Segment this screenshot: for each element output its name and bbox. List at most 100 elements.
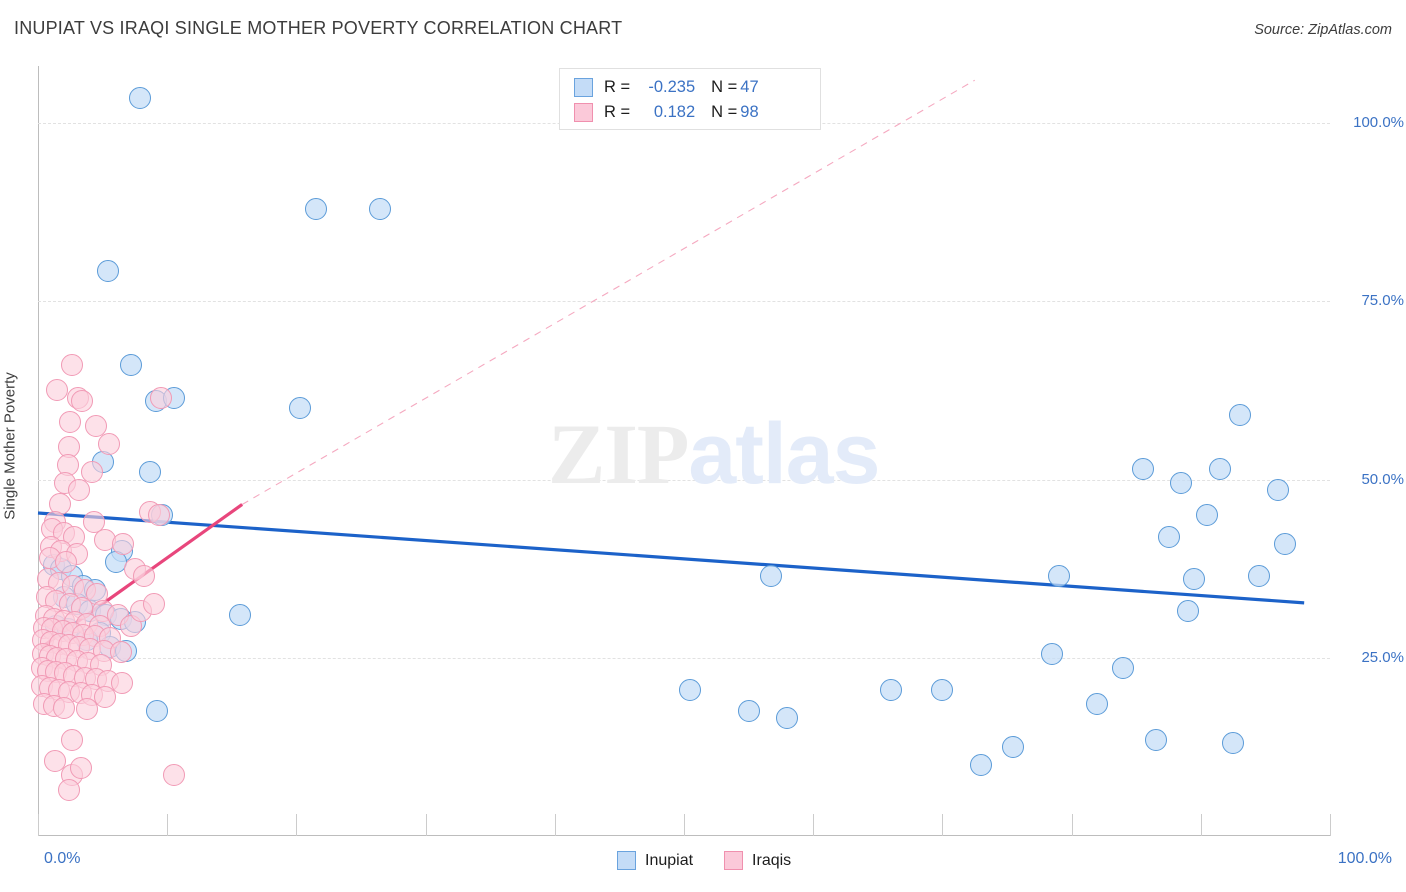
scatter-point-pink[interactable]	[94, 685, 117, 708]
scatter-point-blue[interactable]	[1228, 404, 1251, 427]
x-axis-tick	[942, 814, 944, 836]
scatter-point-blue[interactable]	[369, 197, 392, 220]
scatter-point-pink[interactable]	[52, 696, 75, 719]
y-axis-title: Single Mother Poverty	[1, 372, 19, 520]
series-legend: Inupiat Iraqis	[617, 851, 813, 870]
scatter-point-pink[interactable]	[70, 390, 93, 413]
scatter-point-pink[interactable]	[85, 415, 108, 438]
scatter-point-blue[interactable]	[1209, 457, 1232, 480]
scatter-point-pink[interactable]	[82, 511, 105, 534]
scatter-point-pink[interactable]	[110, 671, 133, 694]
x-axis-tick	[296, 814, 298, 836]
plot-area	[30, 66, 1331, 836]
scatter-point-blue[interactable]	[96, 259, 119, 282]
scatter-point-blue[interactable]	[1041, 643, 1064, 666]
legend-item-inupiat[interactable]: Inupiat	[617, 851, 693, 870]
scatter-point-pink[interactable]	[68, 479, 91, 502]
x-axis-tick	[1330, 814, 1331, 836]
scatter-point-blue[interactable]	[1267, 479, 1290, 502]
scatter-point-pink[interactable]	[69, 757, 92, 780]
scatter-point-blue[interactable]	[304, 197, 327, 220]
scatter-point-blue[interactable]	[1157, 525, 1180, 548]
inupiat-swatch-icon	[574, 78, 593, 97]
inupiat-legend-label: Inupiat	[645, 851, 694, 869]
scatter-point-pink[interactable]	[162, 764, 185, 787]
scatter-point-blue[interactable]	[1196, 504, 1219, 527]
iraqis-r-label: R =	[604, 103, 631, 121]
iraqis-legend-swatch-icon	[724, 851, 744, 870]
iraqis-r-value: 0.182	[653, 103, 696, 121]
x-axis-max-label: 100.0%	[1337, 850, 1392, 867]
scatter-point-pink[interactable]	[60, 354, 83, 377]
scatter-point-pink[interactable]	[60, 728, 83, 751]
gridline	[38, 301, 1330, 303]
scatter-point-blue[interactable]	[289, 397, 312, 420]
source-attribution: Source: ZipAtlas.com	[1254, 22, 1392, 38]
scatter-point-pink[interactable]	[112, 532, 135, 555]
iraqis-legend-label: Iraqis	[752, 851, 792, 869]
scatter-point-blue[interactable]	[1273, 532, 1296, 555]
page-title: INUPIAT VS IRAQI SINGLE MOTHER POVERTY C…	[14, 18, 623, 38]
scatter-point-pink[interactable]	[98, 432, 121, 455]
x-axis-min-label: 0.0%	[44, 850, 81, 867]
scatter-point-blue[interactable]	[970, 753, 993, 776]
correlation-stats-box: R = -0.235 N = 47 R = 0.182 N = 98	[559, 68, 821, 130]
scatter-point-blue[interactable]	[1170, 472, 1193, 495]
scatter-point-pink[interactable]	[109, 641, 132, 664]
scatter-point-pink[interactable]	[132, 564, 155, 587]
scatter-point-blue[interactable]	[1112, 657, 1135, 680]
trend-lines	[37, 79, 1305, 649]
scatter-point-blue[interactable]	[145, 700, 168, 723]
scatter-point-pink[interactable]	[55, 550, 78, 573]
scatter-point-blue[interactable]	[931, 678, 954, 701]
scatter-point-blue[interactable]	[1047, 564, 1070, 587]
x-axis-tick	[684, 814, 685, 836]
scatter-point-blue[interactable]	[1086, 693, 1109, 716]
scatter-point-blue[interactable]	[879, 678, 902, 701]
scatter-point-pink[interactable]	[43, 750, 66, 773]
inupiat-n-value: 47	[740, 78, 759, 96]
scatter-point-blue[interactable]	[679, 678, 702, 701]
x-axis-tick	[1071, 814, 1073, 836]
scatter-point-blue[interactable]	[1176, 600, 1199, 623]
scatter-point-blue[interactable]	[1131, 457, 1154, 480]
scatter-point-blue[interactable]	[1222, 732, 1245, 755]
iraqis-n-label: N =	[711, 103, 738, 121]
scatter-point-pink[interactable]	[81, 461, 104, 484]
scatter-point-blue[interactable]	[737, 700, 760, 723]
scatter-point-pink[interactable]	[46, 379, 69, 402]
scatter-point-blue[interactable]	[1002, 735, 1025, 758]
scatter-point-blue[interactable]	[129, 87, 152, 110]
scatter-point-pink[interactable]	[148, 504, 171, 527]
legend-item-iraqis[interactable]: Iraqis	[724, 851, 791, 870]
inupiat-legend-swatch-icon	[617, 851, 636, 870]
scatter-point-blue[interactable]	[776, 707, 799, 730]
x-axis-tick	[554, 814, 556, 836]
inupiat-n-label: N =	[711, 78, 738, 96]
gridline	[38, 657, 1330, 659]
x-axis-tick	[813, 814, 815, 836]
scatter-point-pink[interactable]	[76, 698, 99, 721]
inupiat-r-label: R =	[604, 78, 631, 96]
y-axis-tick-label: 50.0%	[1361, 470, 1404, 488]
scatter-point-pink[interactable]	[59, 411, 82, 434]
scatter-point-blue[interactable]	[120, 354, 143, 377]
inupiat-trendline	[37, 511, 1305, 605]
y-axis-tick-label: 75.0%	[1361, 292, 1404, 310]
scatter-point-blue[interactable]	[1144, 728, 1167, 751]
stats-row-iraqis: R = 0.182 N = 98	[574, 100, 810, 125]
gridline	[38, 479, 1330, 481]
scatter-point-blue[interactable]	[228, 603, 251, 626]
y-axis-tick-label: 25.0%	[1361, 648, 1404, 666]
scatter-point-pink[interactable]	[58, 778, 80, 801]
scatter-point-pink[interactable]	[143, 593, 166, 616]
stats-row-inupiat: R = -0.235 N = 47	[574, 75, 810, 100]
x-axis-tick	[38, 814, 39, 836]
iraqis-n-value: 98	[740, 103, 759, 121]
scatter-point-blue[interactable]	[1247, 564, 1270, 587]
iraqis-swatch-icon	[574, 103, 593, 122]
scatter-point-blue[interactable]	[139, 461, 162, 484]
scatter-point-blue[interactable]	[759, 564, 782, 587]
scatter-point-blue[interactable]	[1183, 568, 1206, 591]
scatter-point-pink[interactable]	[149, 386, 172, 409]
